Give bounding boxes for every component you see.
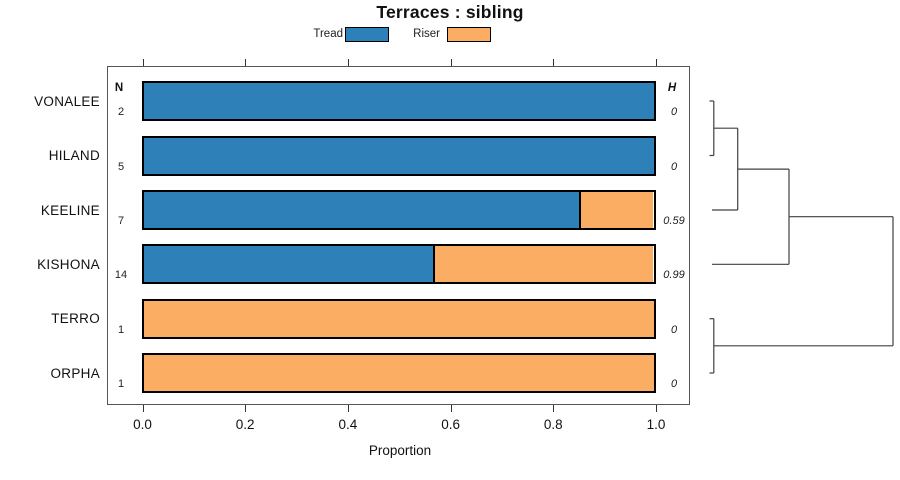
stacked-bar-keeline [141, 190, 656, 230]
legend-swatch-riser [447, 27, 491, 42]
n-column-header: N [114, 82, 124, 94]
legend-swatch-tread [345, 27, 389, 42]
h-value: 0 [670, 160, 678, 173]
x-axis-tick-label: 0.6 [441, 417, 460, 432]
n-value: 2 [117, 106, 125, 118]
h-value: 0 [670, 106, 678, 118]
x-axis-tick [142, 405, 144, 412]
category-label: HILAND [48, 148, 100, 163]
x-axis-tick-label: 1.0 [646, 417, 666, 432]
x-axis-tick [347, 59, 349, 66]
category-label: KISHONA [37, 256, 100, 272]
category-label: KEELINE [40, 202, 100, 218]
x-axis-tick [245, 405, 247, 412]
riser-segment [143, 300, 654, 337]
chart-title: Terraces : sibling [376, 2, 524, 22]
category-label: ORPHA [50, 365, 100, 381]
tread-segment [143, 246, 435, 283]
stacked-bar-hiland [141, 135, 656, 176]
tread-segment [143, 83, 654, 119]
n-value: 5 [117, 160, 125, 173]
legend-label-riser: Riser [413, 28, 440, 40]
tread-segment [143, 137, 654, 174]
stacked-bar-kishona [141, 244, 656, 285]
x-axis-tick [347, 405, 349, 412]
x-axis-tick-label: 0.8 [543, 417, 563, 432]
h-value: 0 [670, 378, 678, 390]
riser-segment [143, 355, 654, 391]
h-value: 0.59 [663, 215, 685, 227]
h-value: 0.99 [663, 269, 685, 282]
n-value: 7 [117, 215, 125, 227]
x-axis-tick [450, 405, 452, 412]
stacked-bar-orpha [141, 353, 656, 393]
tread-segment [143, 192, 581, 228]
x-axis-tick [656, 405, 657, 412]
h-value: 0 [670, 323, 678, 336]
x-axis-title: Proportion [368, 443, 432, 458]
n-value: 1 [117, 378, 125, 390]
riser-segment [434, 246, 654, 283]
n-value: 14 [114, 269, 128, 282]
x-axis-tick [142, 59, 144, 66]
x-axis-tick-label: 0.0 [133, 417, 152, 432]
riser-segment [580, 192, 654, 228]
x-axis-tick [553, 59, 555, 66]
plot-frame [107, 66, 690, 405]
h-column-header: H [667, 82, 677, 94]
n-value: 1 [117, 323, 125, 336]
stacked-bar-vonalee [141, 81, 656, 121]
x-axis-tick-label: 0.2 [235, 417, 255, 432]
x-axis-tick [656, 59, 657, 66]
x-axis-tick [553, 405, 555, 412]
legend-label-tread: Tread [313, 28, 343, 40]
stacked-bar-terro [141, 298, 656, 339]
x-axis-tick [450, 59, 452, 66]
category-label: VONALEE [34, 93, 100, 109]
x-axis-tick [245, 59, 247, 66]
x-axis-tick-label: 0.4 [338, 417, 358, 432]
category-label: TERRO [51, 311, 100, 327]
